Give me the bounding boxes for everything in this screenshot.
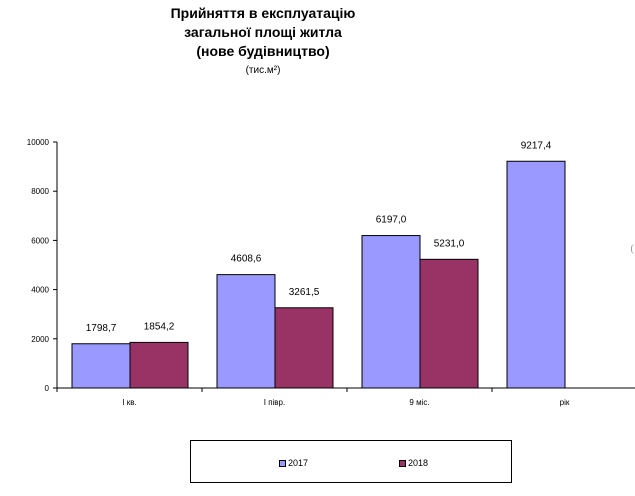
bar-2017-3 [506, 160, 566, 389]
x-category-label: рік [560, 398, 570, 407]
data-label: 9217,4 [521, 140, 552, 151]
y-tick-label: 8000 [31, 187, 49, 196]
data-label: 3261,5 [289, 287, 320, 298]
data-label: 6197,0 [376, 215, 407, 226]
y-tick-label: 4000 [31, 286, 49, 295]
legend-swatch-2017 [279, 459, 286, 467]
bar-2017-1 [216, 274, 276, 389]
legend-item-2018: 2018 [399, 458, 428, 468]
chart-unit-label: (тис.м²) [245, 65, 281, 76]
bar-2017-0 [71, 343, 131, 389]
data-label: 1798,7 [86, 323, 117, 334]
legend-label-2017: 2017 [288, 458, 309, 468]
chart-title-line-3: (нове будівництво) [196, 43, 330, 59]
chart-title-line-2: загальної площі житла [184, 24, 342, 40]
x-category-label: 9 міс. [409, 398, 429, 407]
y-tick-label: 6000 [31, 236, 49, 245]
chart-title-block: Прийняття в експлуатацію загальної площі… [118, 4, 408, 78]
bar-2018-2 [419, 258, 479, 389]
bar-2017-2 [361, 235, 421, 389]
edge-resize-handle [631, 244, 635, 254]
legend-label-2018: 2018 [408, 458, 429, 468]
bar-2018-0 [129, 341, 189, 389]
y-tick-label: 2000 [31, 335, 49, 344]
bar-chart: 0 2000 4000 6000 8000 10000 1798,7 1854,2 І кв. 4… [27, 138, 635, 407]
data-label: 4608,6 [231, 254, 262, 265]
data-label: 5231,0 [434, 238, 465, 249]
data-label: 1854,2 [144, 321, 175, 332]
chart-legend: 2017 2018 [190, 440, 512, 483]
x-category-label: І півр. [264, 398, 285, 407]
bar-2018-1 [274, 307, 334, 389]
legend-swatch-2018 [399, 459, 406, 467]
y-tick-label: 0 [45, 384, 50, 393]
y-tick-label: 10000 [27, 138, 50, 147]
chart-title-line-1: Прийняття в експлуатацію [170, 5, 356, 21]
legend-item-2017: 2017 [279, 458, 308, 468]
x-category-label: І кв. [122, 398, 136, 407]
